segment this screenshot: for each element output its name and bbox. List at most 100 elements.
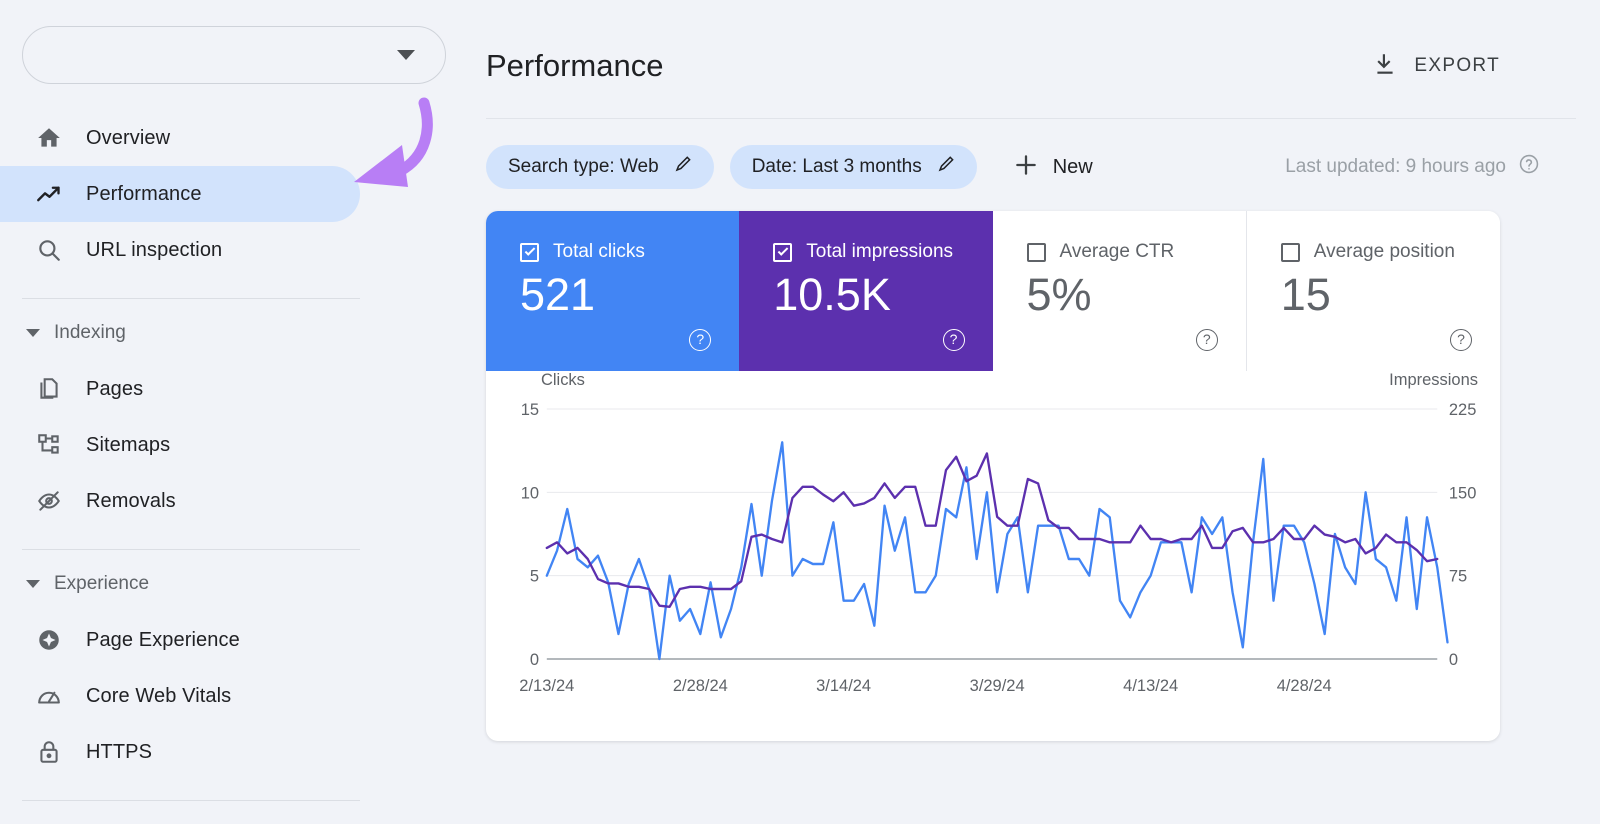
svg-text:225: 225: [1449, 400, 1476, 419]
filter-chip-label: Date: Last 3 months: [751, 156, 922, 177]
svg-text:0: 0: [1449, 650, 1458, 669]
metric-card-total-impressions[interactable]: Total impressions 10.5K ?: [739, 211, 993, 371]
filter-chip-label: Search type: Web: [508, 156, 659, 177]
help-circle-icon[interactable]: ?: [689, 329, 712, 351]
property-selector[interactable]: [22, 26, 446, 84]
sidebar-item-url-inspection[interactable]: URL inspection: [0, 222, 360, 278]
svg-text:15: 15: [521, 400, 539, 419]
metric-label: Average CTR: [1059, 241, 1175, 262]
sidebar-item-performance[interactable]: Performance: [0, 166, 360, 222]
chevron-down-icon: [26, 580, 40, 588]
sidebar-item-label: Removals: [86, 489, 176, 512]
metric-card-total-clicks[interactable]: Total clicks 521 ?: [486, 211, 740, 371]
sidebar-group-label: Experience: [54, 573, 150, 594]
last-updated-label: Last updated: 9 hours ago: [1285, 156, 1506, 177]
sidebar-item-label: Sitemaps: [86, 433, 171, 456]
last-updated: Last updated: 9 hours ago: [1285, 153, 1540, 181]
pencil-icon: [936, 155, 955, 180]
sidebar-item-label: Overview: [86, 126, 171, 149]
sidebar-group-experience[interactable]: Experience: [0, 556, 470, 612]
new-filter-label: New: [1052, 155, 1093, 178]
sidebar-group-indexing[interactable]: Indexing: [0, 305, 470, 361]
svg-text:3/29/24: 3/29/24: [970, 676, 1025, 695]
svg-text:150: 150: [1449, 483, 1476, 502]
sidebar-item-core-web-vitals[interactable]: Core Web Vitals: [0, 668, 360, 724]
primary-nav: Overview Performance URL inspection Inde…: [0, 110, 470, 801]
svg-text:10: 10: [521, 483, 539, 502]
filter-bar: Search type: Web Date: Last 3 months New…: [470, 119, 1600, 189]
metric-label: Total clicks: [553, 241, 645, 262]
performance-chart: Clicks Impressions 0 0 5 75 10 150 15 225 2/13/24 2…: [486, 371, 1500, 741]
chevron-down-icon: [26, 329, 40, 337]
svg-text:3/14/24: 3/14/24: [816, 676, 871, 695]
svg-text:2/28/24: 2/28/24: [673, 676, 728, 695]
main-content: Performance EXPORT Search type: Web Date…: [470, 0, 1600, 824]
svg-text:0: 0: [530, 650, 539, 669]
search-icon: [34, 235, 64, 265]
svg-text:Clicks: Clicks: [541, 371, 585, 389]
checkbox-average-ctr[interactable]: [1026, 242, 1046, 262]
header-divider: [486, 118, 1576, 119]
help-circle-icon[interactable]: ?: [942, 329, 965, 351]
sidebar-item-label: HTTPS: [86, 740, 153, 763]
sidebar-item-removals[interactable]: Removals: [0, 473, 360, 529]
download-icon: [1372, 51, 1398, 82]
metric-cards: Total clicks 521 ? Total impressions 10.…: [486, 211, 1500, 371]
sidebar-group-label: Indexing: [54, 322, 126, 343]
sidebar-item-pages[interactable]: Pages: [0, 361, 360, 417]
performance-panel: Total clicks 521 ? Total impressions 10.…: [486, 211, 1500, 741]
metric-label: Total impressions: [806, 241, 954, 262]
pencil-icon: [673, 155, 692, 180]
help-circle-icon[interactable]: ?: [1450, 329, 1472, 351]
eye-off-icon: [34, 486, 64, 516]
svg-text:4/28/24: 4/28/24: [1277, 676, 1332, 695]
sidebar-divider-1: [22, 298, 360, 299]
new-filter-button[interactable]: New: [1013, 152, 1093, 183]
metric-card-average-ctr[interactable]: Average CTR 5% ?: [992, 211, 1247, 371]
checkbox-average-position[interactable]: [1280, 242, 1300, 262]
sidebar-item-sitemaps[interactable]: Sitemaps: [0, 417, 360, 473]
svg-text:Impressions: Impressions: [1389, 371, 1478, 389]
plus-icon: [1013, 152, 1039, 183]
metric-value: 15: [1280, 269, 1331, 320]
sidebar-item-label: Performance: [86, 182, 202, 205]
sidebar-item-label: Pages: [86, 377, 144, 400]
export-button[interactable]: EXPORT: [1372, 51, 1500, 82]
lock-icon: [34, 737, 64, 767]
sidebar-item-page-experience[interactable]: Page Experience: [0, 612, 360, 668]
sidebar-item-label: URL inspection: [86, 238, 223, 261]
trending-up-icon: [34, 179, 64, 209]
svg-text:4/13/24: 4/13/24: [1123, 676, 1178, 695]
filter-chip-search-type[interactable]: Search type: Web: [486, 145, 714, 189]
chevron-down-icon: [397, 50, 415, 60]
metric-value: 10.5K: [773, 269, 891, 320]
sidebar-item-label: Page Experience: [86, 628, 240, 651]
home-icon: [34, 123, 64, 153]
sidebar-item-https[interactable]: HTTPS: [0, 724, 360, 780]
help-circle-icon[interactable]: [1518, 153, 1540, 181]
pages-icon: [34, 374, 64, 404]
metric-value: 5%: [1026, 269, 1092, 320]
sidebar: Overview Performance URL inspection Inde…: [0, 0, 470, 824]
svg-text:75: 75: [1449, 566, 1467, 585]
speedometer-icon: [34, 681, 64, 711]
svg-text:5: 5: [530, 566, 539, 585]
metric-label: Average position: [1313, 241, 1455, 262]
sidebar-divider-2: [22, 549, 360, 550]
sidebar-item-label: Core Web Vitals: [86, 684, 232, 707]
help-circle-icon[interactable]: ?: [1195, 329, 1218, 351]
sidebar-item-overview[interactable]: Overview: [0, 110, 360, 166]
filter-chip-date[interactable]: Date: Last 3 months: [729, 145, 977, 189]
sitemap-icon: [34, 430, 64, 460]
svg-text:2/13/24: 2/13/24: [519, 676, 574, 695]
checkbox-total-impressions[interactable]: [773, 242, 793, 262]
checkbox-total-clicks[interactable]: [520, 242, 539, 262]
metric-value: 521: [520, 269, 596, 320]
sidebar-divider-3: [22, 800, 360, 801]
main-header: Performance EXPORT: [470, 0, 1600, 96]
metric-card-average-position[interactable]: Average position 15 ?: [1246, 211, 1500, 371]
page-title: Performance: [486, 48, 664, 83]
performance-chart-svg: Clicks Impressions 0 0 5 75 10 150 15 225 2/13/24 2…: [519, 371, 1478, 695]
page-experience-icon: [34, 625, 64, 655]
export-label: EXPORT: [1414, 55, 1500, 76]
